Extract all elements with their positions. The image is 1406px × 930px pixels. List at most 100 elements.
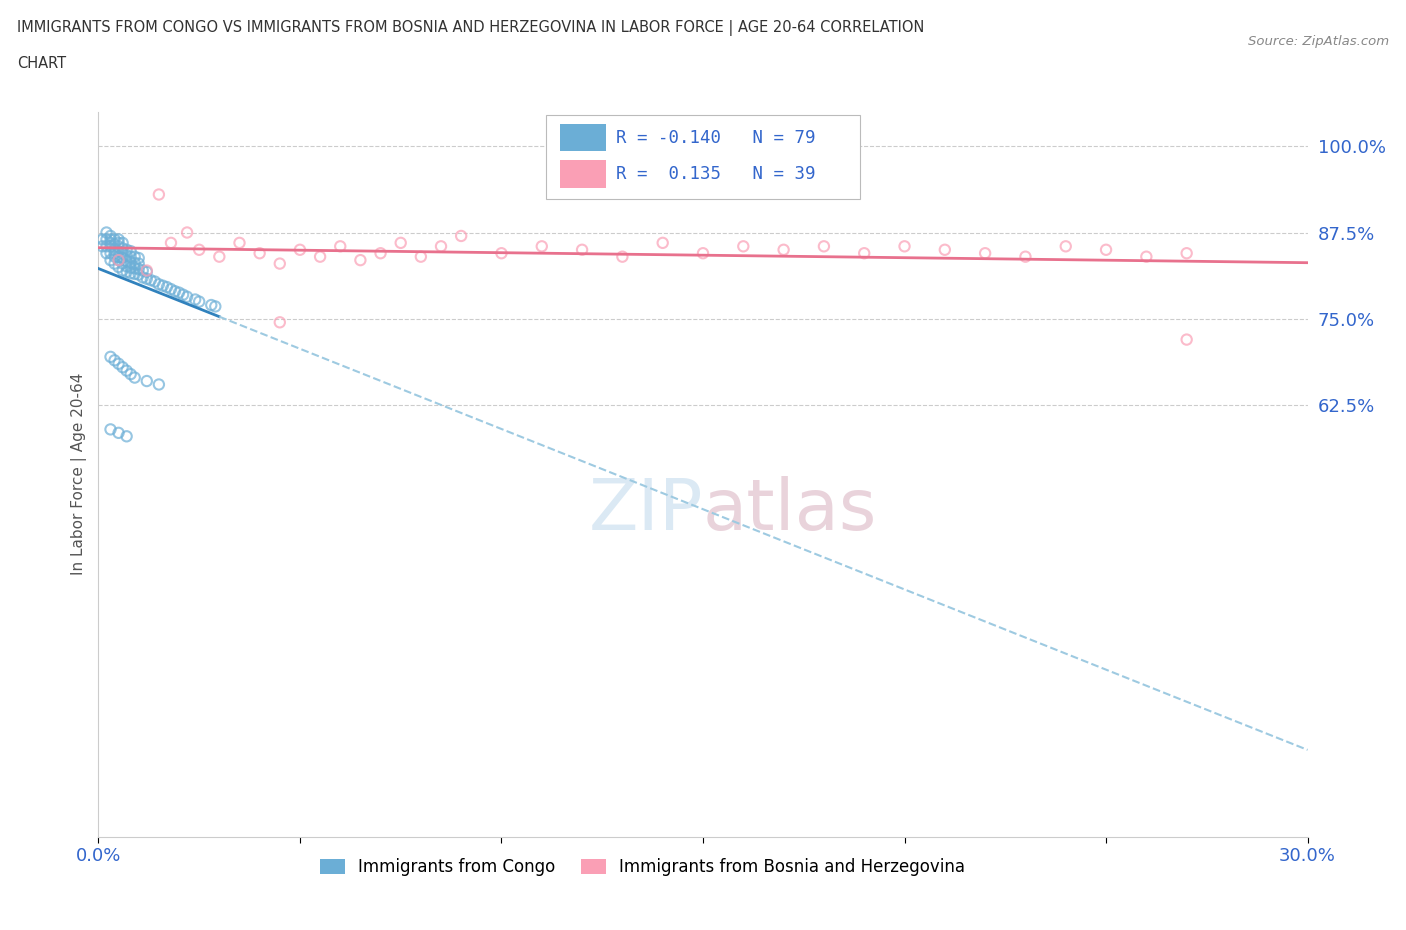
Point: [329, 239, 352, 254]
Point: [124, 267, 146, 282]
Point: [111, 246, 134, 260]
Point: [288, 243, 311, 258]
Point: [853, 246, 876, 260]
Point: [124, 261, 146, 276]
Point: [651, 235, 673, 250]
Point: [491, 246, 513, 260]
Point: [100, 422, 122, 437]
Point: [152, 278, 174, 293]
Point: [172, 287, 194, 302]
Point: [100, 350, 122, 365]
Point: [96, 232, 118, 246]
Point: [148, 277, 170, 292]
Point: [124, 370, 146, 385]
Point: [1175, 246, 1198, 260]
Point: [124, 249, 146, 264]
Point: [115, 429, 138, 444]
Point: [111, 250, 134, 265]
Point: [120, 260, 142, 275]
Point: [450, 229, 472, 244]
Point: [156, 280, 179, 295]
Point: [115, 264, 138, 279]
Point: [128, 256, 150, 271]
Point: [107, 249, 129, 264]
Point: [974, 246, 997, 260]
Point: [115, 248, 138, 263]
Point: [188, 243, 211, 258]
Text: IMMIGRANTS FROM CONGO VS IMMIGRANTS FROM BOSNIA AND HERZEGOVINA IN LABOR FORCE |: IMMIGRANTS FROM CONGO VS IMMIGRANTS FROM…: [17, 20, 924, 36]
Point: [733, 239, 755, 254]
Point: [349, 253, 371, 268]
Point: [103, 237, 125, 252]
Point: [148, 187, 170, 202]
Point: [96, 239, 118, 254]
Point: [111, 360, 134, 375]
Point: [571, 243, 593, 258]
Point: [772, 243, 794, 258]
Point: [184, 292, 207, 307]
Point: [128, 250, 150, 265]
Point: [1175, 332, 1198, 347]
Point: [163, 284, 186, 299]
Point: [100, 253, 122, 268]
Point: [370, 246, 392, 260]
Point: [160, 282, 183, 297]
Point: [107, 259, 129, 274]
Point: [115, 243, 138, 258]
Point: [208, 249, 231, 264]
Point: [1095, 243, 1118, 258]
Point: [176, 225, 198, 240]
Point: [1014, 249, 1036, 264]
Point: [91, 232, 114, 246]
Point: [200, 298, 222, 312]
Point: [107, 253, 129, 268]
Point: [228, 235, 250, 250]
Point: [128, 261, 150, 276]
Point: [135, 263, 157, 278]
Point: [269, 315, 291, 330]
Point: [100, 232, 122, 246]
Y-axis label: In Labor Force | Age 20-64: In Labor Force | Age 20-64: [72, 373, 87, 576]
Point: [160, 235, 183, 250]
Point: [111, 235, 134, 250]
Point: [91, 239, 114, 254]
Point: [100, 239, 122, 254]
Point: [100, 229, 122, 244]
Point: [107, 239, 129, 254]
Point: [120, 366, 142, 381]
Point: [143, 274, 166, 289]
Point: [103, 246, 125, 260]
Point: [120, 244, 142, 259]
Point: [103, 232, 125, 246]
Text: R =  0.135   N = 39: R = 0.135 N = 39: [616, 165, 815, 183]
Text: Source: ZipAtlas.com: Source: ZipAtlas.com: [1249, 35, 1389, 48]
Point: [409, 249, 432, 264]
Point: [813, 239, 835, 254]
Point: [107, 253, 129, 268]
Point: [132, 270, 155, 285]
Point: [135, 272, 157, 286]
Point: [139, 272, 162, 287]
Point: [103, 256, 125, 271]
Point: [132, 263, 155, 278]
Point: [120, 255, 142, 270]
Point: [430, 239, 453, 254]
Point: [111, 256, 134, 271]
Point: [100, 246, 122, 260]
Point: [115, 253, 138, 268]
Point: [167, 286, 190, 300]
Point: [120, 249, 142, 264]
Point: [612, 249, 634, 264]
Point: [1054, 239, 1077, 254]
Point: [120, 266, 142, 281]
Point: [103, 352, 125, 367]
Point: [530, 239, 553, 254]
Point: [107, 356, 129, 371]
Point: [107, 244, 129, 259]
Point: [135, 264, 157, 279]
Point: [115, 364, 138, 379]
Point: [96, 246, 118, 260]
Point: [100, 235, 122, 250]
Bar: [561, 124, 606, 152]
Point: [148, 377, 170, 392]
